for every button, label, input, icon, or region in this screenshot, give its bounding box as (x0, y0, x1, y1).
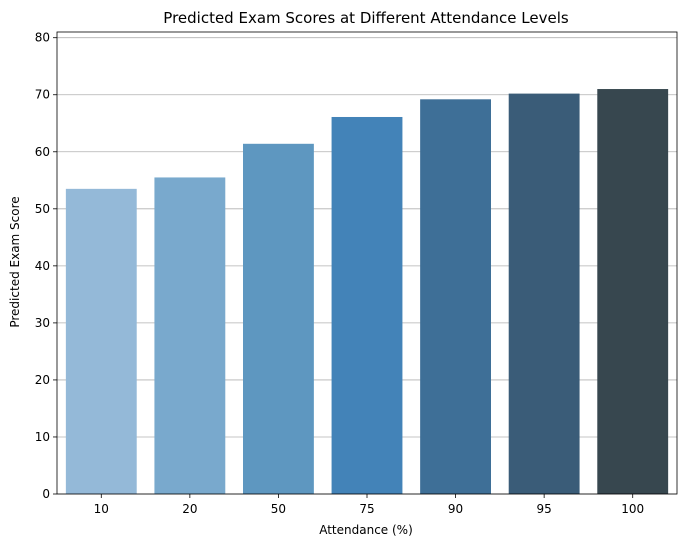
x-tick-label-90: 90 (448, 502, 463, 516)
y-tick-label-10: 10 (35, 430, 50, 444)
y-tick-label-40: 40 (35, 259, 50, 273)
y-tick-label-20: 20 (35, 373, 50, 387)
axes: 0 10 20 30 40 50 60 70 80 10 20 50 75 90 95 100 (35, 31, 678, 516)
y-tick-label-50: 50 (35, 202, 50, 216)
y-tick-label-60: 60 (35, 145, 50, 159)
bar-95 (508, 93, 580, 494)
x-tick-label-20: 20 (182, 502, 197, 516)
chart-title: Predicted Exam Scores at Different Atten… (163, 9, 569, 27)
bar-50 (243, 143, 314, 494)
x-tick-label-95: 95 (537, 502, 552, 516)
x-tick-label-10: 10 (94, 502, 109, 516)
y-tick-label-80: 80 (35, 31, 50, 45)
bar-100 (597, 89, 669, 494)
y-tick-label-0: 0 (42, 487, 50, 501)
y-tick-label-70: 70 (35, 88, 50, 102)
bars (65, 89, 669, 495)
y-axis-label: Predicted Exam Score (8, 196, 22, 327)
plot-frame (56, 31, 678, 495)
bar-75 (331, 116, 403, 495)
bar-10 (65, 188, 137, 494)
y-tick-label-30: 30 (35, 316, 50, 330)
x-axis-label: Attendance (%) (319, 523, 413, 537)
x-tick-label-75: 75 (359, 502, 374, 516)
bar-90 (420, 99, 491, 494)
x-tick-label-100: 100 (621, 502, 644, 516)
x-tick-label-50: 50 (271, 502, 286, 516)
bar-20 (154, 177, 226, 494)
